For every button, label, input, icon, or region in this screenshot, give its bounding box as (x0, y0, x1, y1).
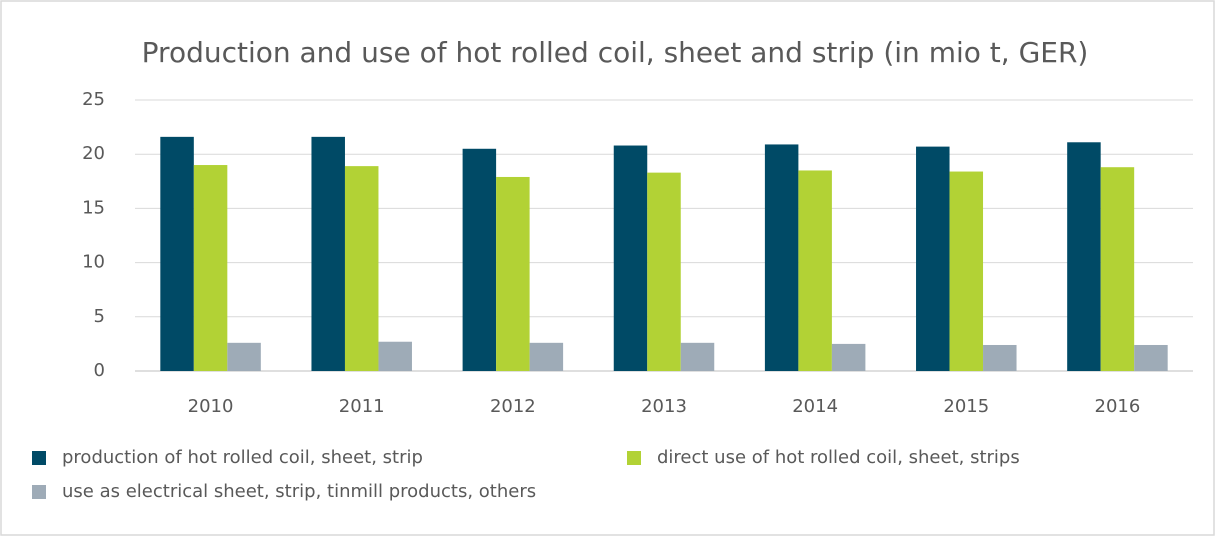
y-tick-label: 25 (82, 89, 105, 110)
legend-label: direct use of hot rolled coil, sheet, st… (657, 447, 1020, 468)
bar (949, 171, 984, 371)
x-tick-label: 2016 (1095, 396, 1141, 417)
x-tick-label: 2010 (188, 396, 234, 417)
x-tick-label: 2013 (641, 396, 687, 417)
bar (764, 144, 799, 371)
bar (680, 342, 715, 371)
bar (613, 145, 648, 371)
legend-label: production of hot rolled coil, sheet, st… (62, 447, 423, 468)
bar (311, 136, 345, 371)
bar (193, 165, 228, 371)
bar (227, 342, 261, 371)
legend-swatch (32, 451, 46, 465)
bar (1067, 142, 1101, 371)
bar (529, 342, 564, 371)
bar (798, 170, 832, 371)
bar (344, 166, 379, 371)
bar (1100, 167, 1135, 371)
x-tick-label: 2015 (943, 396, 989, 417)
bar (378, 341, 412, 371)
bar (831, 343, 866, 371)
bar (1134, 344, 1168, 371)
y-tick-label: 5 (94, 306, 105, 327)
bar (496, 176, 530, 371)
x-tick-label: 2012 (490, 396, 536, 417)
y-tick-label: 0 (94, 360, 105, 381)
bar (916, 146, 950, 371)
x-tick-label: 2014 (792, 396, 838, 417)
y-tick-label: 20 (82, 143, 105, 164)
bar (983, 344, 1017, 371)
legend-swatch (32, 485, 46, 499)
bar (160, 136, 194, 371)
bar (647, 172, 681, 371)
x-tick-label: 2011 (339, 396, 385, 417)
legend-label: use as electrical sheet, strip, tinmill … (62, 481, 536, 502)
chart-title: Production and use of hot rolled coil, s… (142, 36, 1089, 69)
y-tick-label: 15 (82, 197, 105, 218)
bar (462, 148, 497, 371)
legend-swatch (627, 451, 641, 465)
y-tick-label: 10 (82, 252, 105, 273)
